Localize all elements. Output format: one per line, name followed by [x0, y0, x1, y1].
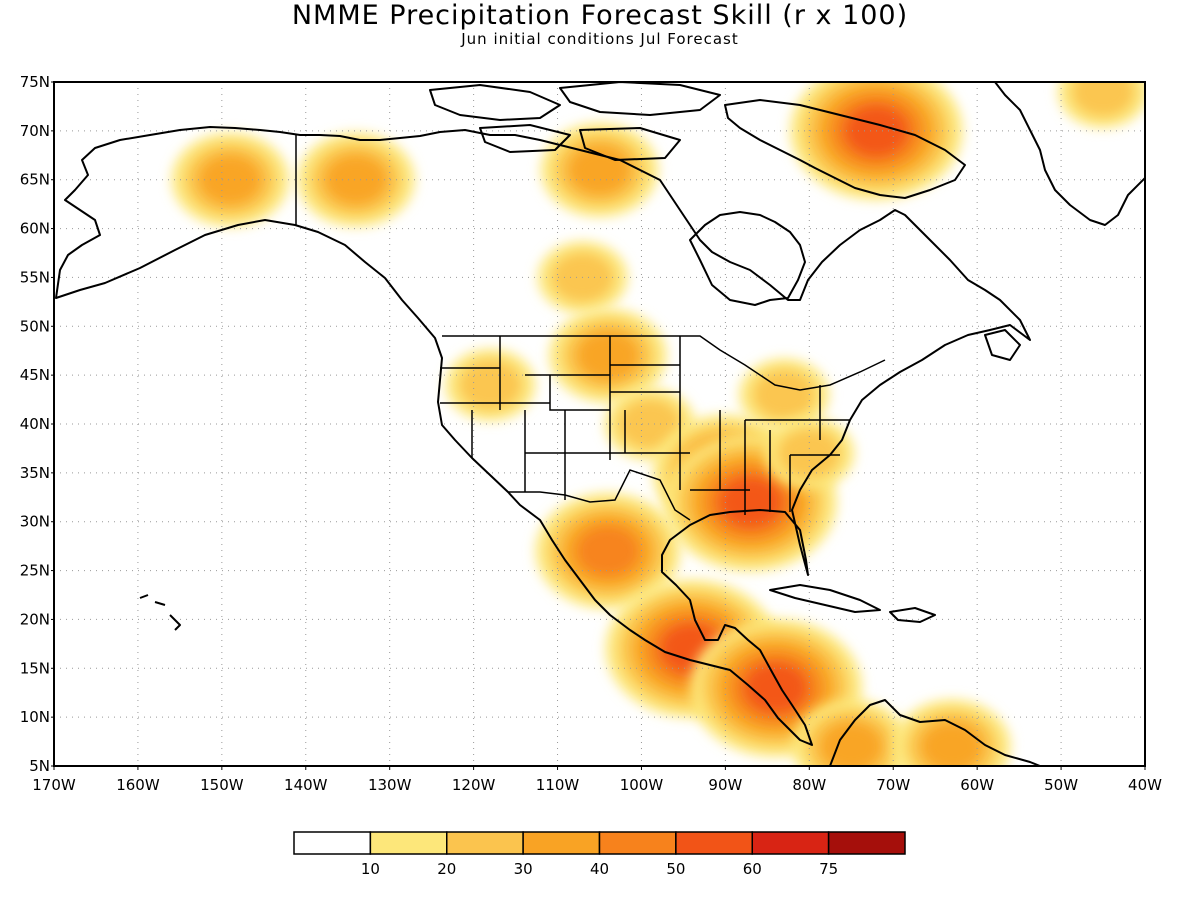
skill-field-layer [171, 82, 1145, 766]
us-canada-border [442, 335, 886, 391]
colorbar-swatch [751, 831, 830, 855]
skill-blob-venezuela-level-3 [920, 721, 984, 766]
lat-tick-label: 15N [20, 659, 50, 677]
south-america-coastline [829, 699, 1041, 766]
colorbar-label: 50 [666, 860, 685, 878]
hawaii-islands [139, 594, 181, 631]
lat-tick-label: 60N [20, 220, 50, 238]
lat-tick-label: 75N [20, 73, 50, 91]
colorbar-label: 20 [437, 860, 456, 878]
colorbar-swatch [675, 831, 753, 855]
colorbar-swatch [293, 831, 372, 855]
greenland-coastline [994, 82, 1145, 226]
newfoundland-coastline [984, 329, 1021, 361]
state-lines [440, 336, 850, 515]
lat-tick-label: 40N [20, 415, 50, 433]
lon-tick-label: 50W [1044, 776, 1078, 794]
us-mexico-border [508, 469, 691, 521]
lon-tick-label: 70W [876, 776, 910, 794]
arctic-island-3 [479, 124, 571, 153]
skill-blob-nunavut-north-level-3 [568, 144, 631, 195]
skill-blob-nicaragua-level-5 [744, 662, 807, 713]
state-borders-layer [295, 135, 886, 521]
colorbar-swatch [446, 831, 524, 855]
lat-tick-label: 5N [29, 757, 50, 775]
baffin-island-coastline [724, 99, 966, 199]
lat-tick-label: 70N [20, 122, 50, 140]
lat-tick-label: 25N [20, 562, 50, 580]
colorbar-label: 10 [361, 860, 380, 878]
chart-subtitle: Jun initial conditions Jul Forecast [461, 30, 739, 48]
skill-blob-alaska-interior-level-3 [198, 154, 262, 205]
colorbar-label: 75 [819, 860, 838, 878]
cuba-coastline [769, 584, 881, 613]
lat-tick-label: 30N [20, 513, 50, 531]
skill-blob-northern-mexico-level-4 [576, 526, 640, 577]
lat-tick-label: 10N [20, 708, 50, 726]
lon-tick-label: 80W [792, 776, 826, 794]
skill-blob-oregon-idaho-level-2 [459, 359, 522, 410]
arctic-island-2 [559, 82, 721, 116]
lon-tick-label: 140W [284, 776, 328, 794]
lat-tick-label: 45N [20, 366, 50, 384]
hispaniola-coastline [889, 607, 936, 623]
longitude-tick-labels: 170W 160W 150W 140W 130W 120W 110W 100W 90W 80W 70… [32, 766, 1162, 794]
colorbar-swatch [827, 831, 906, 855]
skill-blob-nebraska-kansas-level-2 [618, 399, 682, 449]
north-america-coastline [55, 126, 1031, 746]
colorbar-swatch [598, 831, 677, 855]
skill-blob-great-lakes-level-2 [752, 369, 816, 420]
lon-tick-label: 120W [452, 776, 496, 794]
lon-tick-label: 90W [708, 776, 742, 794]
colorbar-label: 60 [743, 860, 762, 878]
colorbar-label: 40 [590, 860, 609, 878]
lat-tick-label: 20N [20, 610, 50, 628]
skill-blob-greenland-north-level-2 [1071, 82, 1135, 117]
arctic-island-4 [579, 127, 681, 161]
coastlines-layer [55, 82, 1145, 766]
lon-tick-label: 130W [368, 776, 412, 794]
skill-blob-yukon-level-3 [324, 154, 388, 205]
lon-tick-label: 170W [32, 776, 76, 794]
colorbar-swatch [369, 831, 448, 855]
lat-tick-label: 35N [20, 464, 50, 482]
lon-tick-label: 110W [536, 776, 580, 794]
hudson-bay-coastline [689, 211, 806, 306]
skill-blob-montana-dakotas-level-3 [576, 330, 640, 381]
lon-tick-label: 160W [116, 776, 160, 794]
lon-tick-label: 150W [200, 776, 244, 794]
lat-tick-label: 50N [20, 317, 50, 335]
latitude-tick-labels: 75N 70N 65N 60N 55N 50N 45N 40N 35N 30N 25N 20N 15N 1… [20, 73, 54, 775]
skill-blob-appalachia-level-2 [778, 428, 841, 479]
lat-tick-label: 65N [20, 171, 50, 189]
colorbar-label: 30 [514, 860, 533, 878]
arctic-island-1 [429, 84, 561, 121]
lon-tick-label: 100W [620, 776, 664, 794]
colorbar-swatch [522, 831, 601, 855]
colorbar-legend: 10 20 30 40 50 60 75 [293, 831, 906, 878]
chart-title: NMME Precipitation Forecast Skill (r x 1… [291, 0, 909, 31]
lon-tick-label: 60W [960, 776, 994, 794]
lat-tick-label: 55N [20, 268, 50, 286]
lon-tick-label: 40W [1128, 776, 1162, 794]
skill-blob-colombia-level-3 [820, 721, 883, 766]
skill-blob-mississippi-alabama-level-5 [719, 477, 782, 528]
